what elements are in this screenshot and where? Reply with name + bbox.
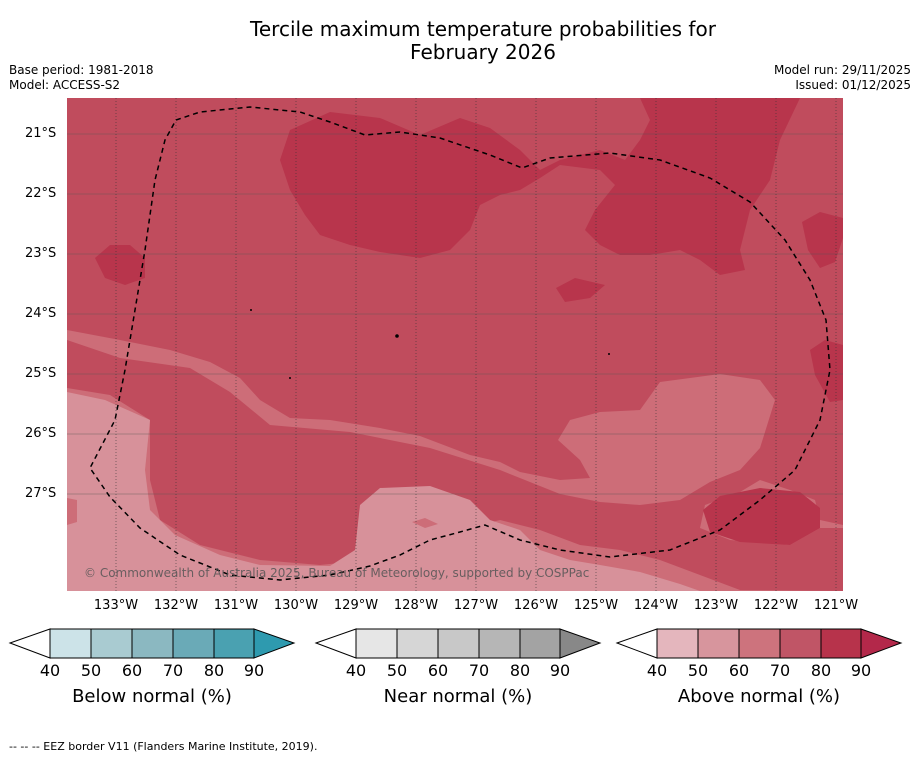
colorbar-tick: 90 [243,661,265,680]
colorbar-swatch [437,628,480,659]
lon-label: 125°W [573,598,619,613]
colorbar-swatch [90,628,133,659]
lon-label: 130°W [273,598,319,613]
lon-label: 128°W [393,598,439,613]
lat-label: 22°S [25,186,57,201]
lat-label: 25°S [25,366,57,381]
map-region-80-small [412,518,438,528]
map-region-80-mid [556,278,605,302]
colorbar-extend-low [314,628,357,659]
colorbar-tick: 60 [121,661,143,680]
island-markers [250,309,610,379]
base-period: Base period: 1981-2018 [9,63,154,77]
lon-label: 123°W [693,598,739,613]
colorbar-extend-high [253,628,296,659]
colorbar-title-below: Below normal (%) [72,686,232,707]
map-region-80-west [95,245,145,285]
colorbar-swatch [656,628,699,659]
colorbar-tick: 60 [427,661,449,680]
colorbar-below-normal [8,628,296,659]
lon-label: 129°W [333,598,379,613]
colorbar-tick: 80 [810,661,832,680]
lat-label: 26°S [25,426,57,441]
lon-label: 121°W [813,598,859,613]
lat-label: 27°S [25,486,57,501]
meta-right: Model run: 29/11/2025 Issued: 01/12/2025 [774,63,911,93]
colorbar-swatch [820,628,862,659]
colorbar-extend-high [559,628,602,659]
colorbar-swatch [738,628,781,659]
colorbar-swatch [213,628,255,659]
title-line-2: February 2026 [410,40,556,64]
colorbar-tick: 50 [687,661,709,680]
map-region-60-south [67,330,843,591]
colorbar-swatch [396,628,439,659]
colorbar-tick: 60 [728,661,750,680]
model-name: Model: ACCESS-S2 [9,78,121,92]
colorbar-near-normal [314,628,602,659]
colorbar-tick: 90 [549,661,571,680]
colorbar-tick: 70 [162,661,184,680]
colorbar-above-normal [615,628,903,659]
lat-label: 23°S [25,246,57,261]
eez-footnote: -- -- -- EEZ border V11 (Flanders Marine… [9,740,318,753]
colorbar-tick: 80 [203,661,225,680]
copyright-text: © Commonwealth of Australia 2025, Bureau… [84,566,589,580]
colorbar-swatch [519,628,561,659]
colorbar-tick: 40 [345,661,367,680]
colorbar-tick: 70 [769,661,791,680]
probability-map: © Commonwealth of Australia 2025, Bureau… [67,98,843,591]
map-title: Tercile maximum temperature probabilitie… [0,18,919,64]
colorbar-swatch [478,628,521,659]
map-gridlines [115,98,837,591]
colorbar-tick: 50 [80,661,102,680]
colorbar-tick: 50 [386,661,408,680]
colorbar-swatch [779,628,822,659]
colorbar-tick: 90 [850,661,872,680]
map-region-80-right [810,340,843,402]
issued-date: Issued: 01/12/2025 [795,78,911,92]
colorbar-swatch [355,628,398,659]
colorbar-tick: 80 [509,661,531,680]
lon-label: 127°W [453,598,499,613]
colorbar-title-above: Above normal (%) [677,686,841,707]
title-line-1: Tercile maximum temperature probabilitie… [250,17,716,41]
lon-label: 133°W [93,598,139,613]
colorbar-swatch [697,628,740,659]
lon-label: 132°W [153,598,199,613]
lon-label: 126°W [513,598,559,613]
lat-label: 24°S [25,306,57,321]
colorbar-tick: 40 [39,661,61,680]
meta-left: Base period: 1981-2018 Model: ACCESS-S2 [9,63,154,93]
lon-label: 131°W [213,598,259,613]
lon-label: 124°W [633,598,679,613]
colorbar-extend-high [860,628,903,659]
lat-label: 21°S [25,126,57,141]
map-latlines [67,133,843,495]
model-run: Model run: 29/11/2025 [773,63,911,77]
map-region-50 [67,392,700,591]
colorbar-tick: 70 [468,661,490,680]
colorbar-extend-low [615,628,658,659]
colorbar-tick: 40 [646,661,668,680]
colorbar-extend-low [8,628,51,659]
map-region-80-north [280,98,800,275]
lon-label: 122°W [753,598,799,613]
colorbar-title-near: Near normal (%) [383,686,533,707]
colorbar-swatch [49,628,92,659]
eez-border [89,106,831,581]
colorbar-swatch [172,628,215,659]
map-region-80-south [703,488,820,545]
colorbar-swatch [131,628,174,659]
